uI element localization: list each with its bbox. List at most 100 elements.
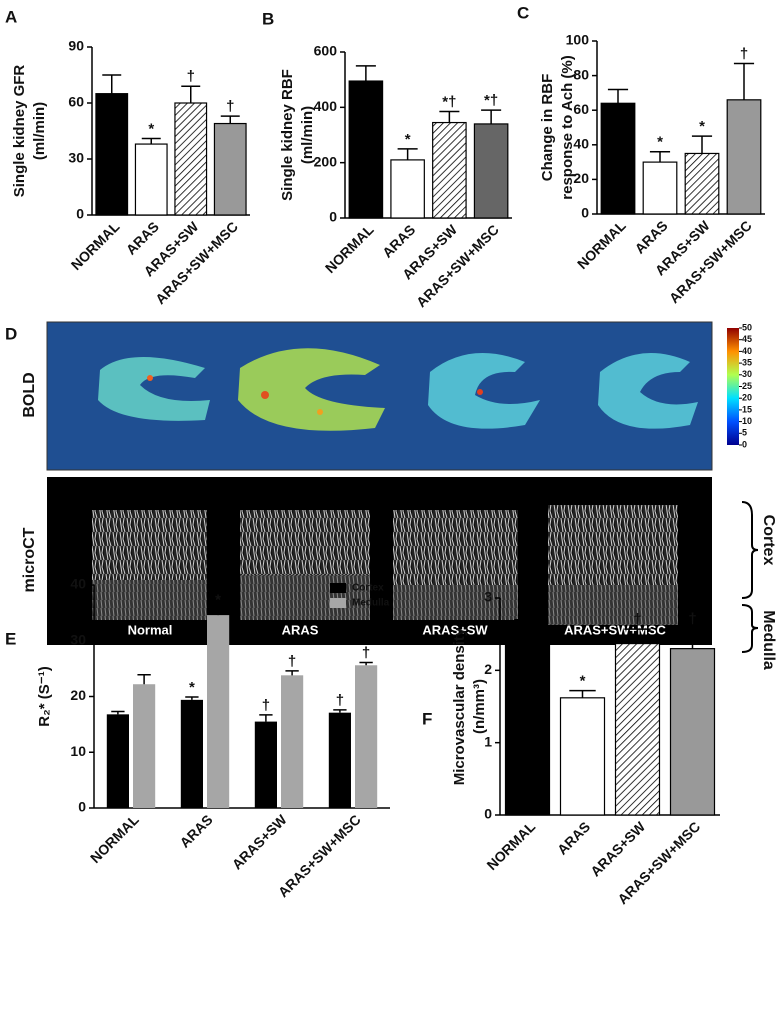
y-tick-label: 600 [314,43,338,59]
error-bar [359,661,373,666]
y-tick-label: 30 [68,150,84,166]
error-bar [211,608,225,616]
bar [348,80,384,219]
bar [669,648,716,816]
panel-letter: A [5,7,17,26]
bar [473,123,509,219]
legend-label: Cortex [352,583,384,594]
y-tick-label: 3 [484,589,492,605]
group-label: ARAS+SW [422,622,488,637]
region-label: Medulla [760,610,777,670]
y-tick-label: 0 [329,209,337,225]
significance-marker: * [580,673,586,690]
error-bar [111,710,125,715]
panel-letter: B [262,9,274,28]
x-tick-label: NORMAL [574,217,629,272]
y-tick-label: 1 [484,733,492,749]
colorbar-tick-label: 20 [742,393,752,403]
y-axis-label: response to Ach (%) [559,55,576,199]
error-bar [355,65,376,82]
bar [559,697,606,816]
bar [432,121,467,219]
group-label: ARAS+SW+MSC [564,622,666,637]
bar [134,143,168,216]
error-bar [569,689,596,698]
error-bar [141,137,161,145]
legend-label: Medulla [352,598,390,609]
significance-marker: † [336,692,344,709]
group-label: Normal [128,622,173,637]
error-bar [691,135,713,154]
y-tick-label: 100 [566,32,590,48]
y-axis-label: (ml/min) [299,106,316,164]
x-tick-label: NORMAL [68,218,123,273]
bar [133,684,156,808]
x-tick-label: NORMAL [322,221,377,276]
error-bar [607,88,629,104]
colorbar-tick-label: 5 [742,428,747,438]
bar [726,99,762,215]
y-axis-label: Single kidney GFR [11,65,28,198]
bar [328,712,351,808]
significance-marker: † [633,611,641,628]
significance-marker: † [688,610,696,627]
colorbar-tick-label: 15 [742,404,752,414]
colorbar-tick-label: 45 [742,334,752,344]
y-tick-label: 200 [314,153,338,169]
row-label: BOLD [21,372,38,417]
bar [95,93,129,216]
y-axis-label: Microvascular density [451,627,468,785]
error-bar [285,670,299,676]
significance-marker: * [657,134,663,151]
significance-marker: * [148,120,154,137]
error-bar [185,696,199,700]
row-label: microCT [21,527,38,592]
y-tick-label: 400 [314,98,338,114]
bar [106,714,129,808]
brace [741,501,759,599]
colorbar-tick-label: 30 [742,369,752,379]
bar [355,665,378,808]
y-tick-label: 0 [484,806,492,822]
legend-swatch [330,598,346,608]
y-tick-label: 10 [70,743,86,759]
significance-marker: † [740,45,748,62]
y-tick-label: 60 [573,101,589,117]
significance-marker: * [215,591,221,608]
bar [600,102,636,215]
error-bar [137,674,151,685]
x-tick-label: NORMAL [483,818,538,873]
bar [213,122,247,216]
y-axis-label: Change in RBF [539,74,556,182]
bar [614,642,661,816]
legend-swatch [330,583,346,593]
y-tick-label: 30 [70,631,86,647]
y-axis-label: (n/mm³) [471,679,488,734]
error-bar [181,85,201,103]
significance-marker: † [262,697,270,714]
bar [174,102,208,216]
x-tick-label: ARAS [631,217,670,256]
x-tick-label: ARAS [379,221,418,260]
y-axis-label: (ml/min) [31,102,48,160]
bar [390,159,425,219]
bar [504,633,551,816]
group-labels: Normal ARAS ARAS+SW ARAS+SW+MSC [128,622,667,637]
significance-marker: * [189,679,195,696]
y-tick-label: 20 [70,687,86,703]
panel-letter: C [517,3,529,22]
significance-marker: † [187,68,195,85]
error-bar [649,150,671,163]
error-bar [397,148,418,160]
x-tick-label: NORMAL [87,811,142,866]
y-tick-label: 20 [573,170,589,186]
panel-letter: D [5,324,17,343]
bar [281,675,304,808]
bar [684,152,720,215]
significance-marker: † [226,98,234,115]
colorbar-tick-label: 50 [742,322,752,332]
y-tick-label: 40 [70,576,86,592]
